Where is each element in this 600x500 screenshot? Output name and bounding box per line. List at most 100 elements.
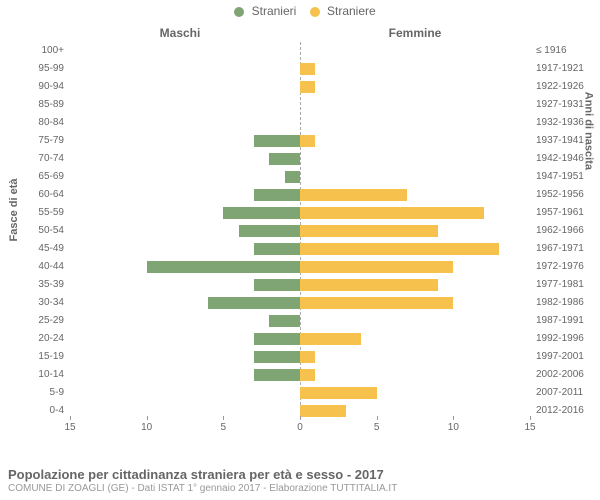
bar-female	[300, 351, 315, 363]
pyramid-row: 100+≤ 1916	[70, 42, 530, 60]
age-label: 70-74	[4, 150, 64, 168]
birth-year-label: 1972-1976	[536, 258, 600, 276]
bar-female	[300, 243, 499, 255]
age-label: 85-89	[4, 96, 64, 114]
birth-year-label: 2002-2006	[536, 366, 600, 384]
x-tick-mark	[147, 416, 148, 420]
x-tick-mark	[300, 416, 301, 420]
age-label: 100+	[4, 42, 64, 60]
x-tick-label: 15	[524, 422, 535, 433]
pyramid-row: 60-641952-1956	[70, 186, 530, 204]
bar-male	[254, 333, 300, 345]
birth-year-label: 1982-1986	[536, 294, 600, 312]
x-tick-mark	[377, 416, 378, 420]
bar-male	[239, 225, 300, 237]
x-tick-label: 15	[64, 422, 75, 433]
bar-female	[300, 333, 361, 345]
x-tick-label: 10	[141, 422, 152, 433]
birth-year-label: 1952-1956	[536, 186, 600, 204]
legend-swatch-male	[234, 7, 244, 17]
rows-container: 100+≤ 191695-991917-192190-941922-192685…	[70, 42, 530, 420]
bar-female	[300, 387, 377, 399]
pyramid-row: 55-591957-1961	[70, 204, 530, 222]
pyramid-row: 50-541962-1966	[70, 222, 530, 240]
age-label: 5-9	[4, 384, 64, 402]
birth-year-label: ≤ 1916	[536, 42, 600, 60]
bar-female	[300, 189, 407, 201]
pyramid-row: 40-441972-1976	[70, 258, 530, 276]
caption: Popolazione per cittadinanza straniera p…	[8, 467, 592, 494]
bar-male	[254, 369, 300, 381]
bar-male	[223, 207, 300, 219]
legend: Stranieri Straniere	[0, 4, 600, 18]
pyramid-row: 45-491967-1971	[70, 240, 530, 258]
age-label: 65-69	[4, 168, 64, 186]
bar-female	[300, 207, 484, 219]
age-label: 15-19	[4, 348, 64, 366]
caption-subtitle: COMUNE DI ZOAGLI (GE) - Dati ISTAT 1° ge…	[8, 483, 592, 494]
bar-male	[269, 315, 300, 327]
x-tick-label: 5	[374, 422, 380, 433]
bar-female	[300, 369, 315, 381]
bar-female	[300, 297, 453, 309]
bar-female	[300, 81, 315, 93]
x-axis: 15105051015	[70, 420, 530, 440]
pyramid-row: 35-391977-1981	[70, 276, 530, 294]
pyramid-row: 90-941922-1926	[70, 78, 530, 96]
birth-year-label: 1977-1981	[536, 276, 600, 294]
birth-year-label: 1927-1931	[536, 96, 600, 114]
bar-male	[254, 135, 300, 147]
legend-swatch-female	[310, 7, 320, 17]
birth-year-label: 1997-2001	[536, 348, 600, 366]
age-label: 0-4	[4, 402, 64, 420]
pyramid-row: 75-791937-1941	[70, 132, 530, 150]
pyramid-row: 20-241992-1996	[70, 330, 530, 348]
caption-title: Popolazione per cittadinanza straniera p…	[8, 467, 592, 482]
age-label: 20-24	[4, 330, 64, 348]
legend-label-male: Stranieri	[252, 4, 297, 18]
bar-male	[269, 153, 300, 165]
age-label: 55-59	[4, 204, 64, 222]
birth-year-label: 1932-1936	[536, 114, 600, 132]
x-tick-label: 10	[448, 422, 459, 433]
age-label: 80-84	[4, 114, 64, 132]
pyramid-row: 5-92007-2011	[70, 384, 530, 402]
bar-female	[300, 279, 438, 291]
birth-year-label: 2007-2011	[536, 384, 600, 402]
age-label: 10-14	[4, 366, 64, 384]
pyramid-row: 95-991917-1921	[70, 60, 530, 78]
age-label: 30-34	[4, 294, 64, 312]
age-label: 75-79	[4, 132, 64, 150]
birth-year-label: 2012-2016	[536, 402, 600, 420]
age-label: 25-29	[4, 312, 64, 330]
age-label: 35-39	[4, 276, 64, 294]
x-tick-mark	[530, 416, 531, 420]
birth-year-label: 1992-1996	[536, 330, 600, 348]
pyramid-row: 30-341982-1986	[70, 294, 530, 312]
birth-year-label: 1957-1961	[536, 204, 600, 222]
bar-male	[254, 189, 300, 201]
x-tick-label: 0	[297, 422, 303, 433]
header-male: Maschi	[70, 26, 290, 40]
bar-male	[147, 261, 300, 273]
age-label: 50-54	[4, 222, 64, 240]
x-tick-mark	[70, 416, 71, 420]
plot-area: 100+≤ 191695-991917-192190-941922-192685…	[70, 42, 530, 442]
age-label: 40-44	[4, 258, 64, 276]
pyramid-row: 10-142002-2006	[70, 366, 530, 384]
x-tick-mark	[223, 416, 224, 420]
pyramid-row: 80-841932-1936	[70, 114, 530, 132]
birth-year-label: 1922-1926	[536, 78, 600, 96]
bar-female	[300, 405, 346, 417]
birth-year-label: 1967-1971	[536, 240, 600, 258]
bar-female	[300, 261, 453, 273]
bar-male	[254, 279, 300, 291]
bar-female	[300, 225, 438, 237]
age-label: 95-99	[4, 60, 64, 78]
pyramid-row: 15-191997-2001	[70, 348, 530, 366]
bar-female	[300, 135, 315, 147]
x-tick-label: 5	[221, 422, 227, 433]
pyramid-row: 25-291987-1991	[70, 312, 530, 330]
age-label: 60-64	[4, 186, 64, 204]
age-label: 90-94	[4, 78, 64, 96]
